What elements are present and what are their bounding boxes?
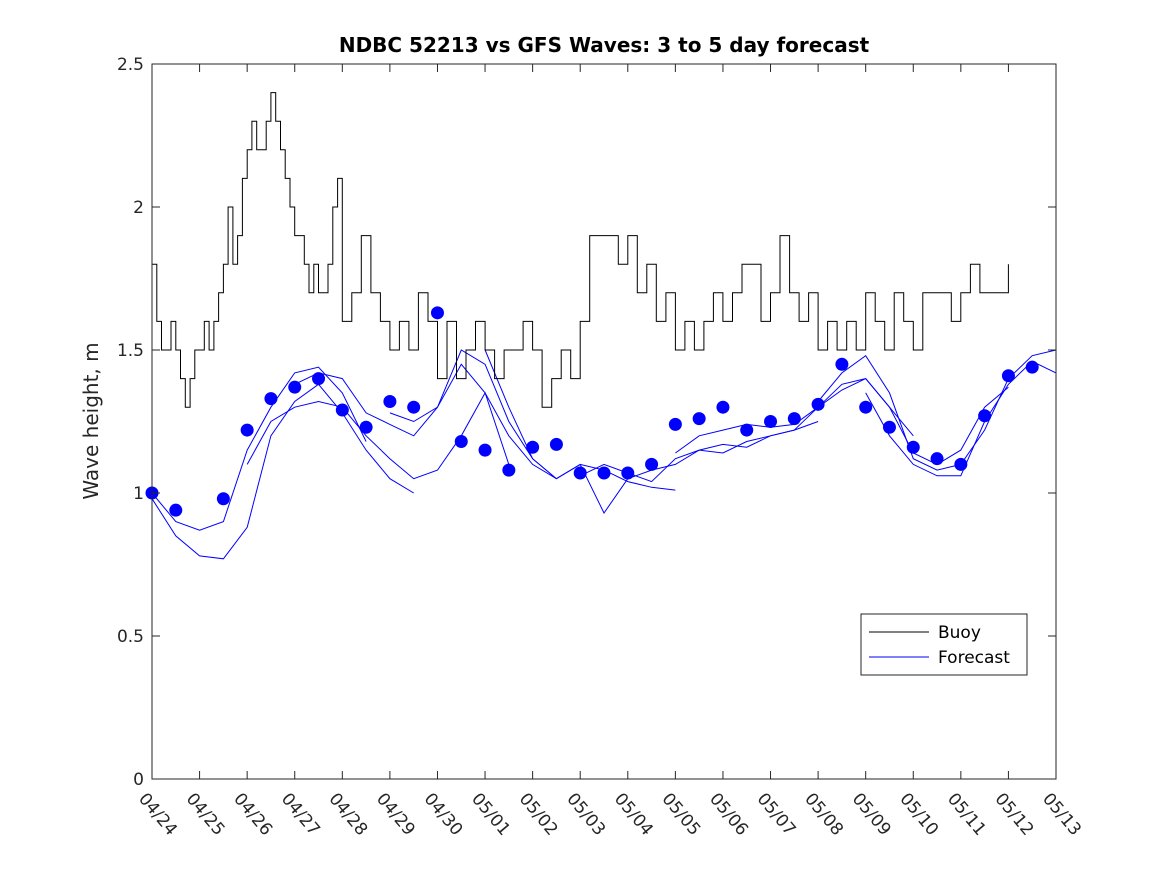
forecast-point <box>549 437 563 451</box>
x-tick-label: 05/05 <box>658 789 705 839</box>
forecast-point <box>811 397 825 411</box>
x-tick-label: 05/04 <box>610 789 657 839</box>
forecast-point <box>597 466 611 480</box>
forecast-run-line <box>151 383 414 560</box>
forecast-point <box>502 463 516 477</box>
legend-buoy-label: Buoy <box>938 623 981 643</box>
forecast-point <box>454 435 468 449</box>
forecast-run-line <box>484 349 819 514</box>
buoy-line <box>152 92 1009 408</box>
legend: Buoy Forecast <box>860 613 1028 676</box>
y-tick-label: 0 <box>133 770 144 790</box>
forecast-point <box>359 420 373 434</box>
x-tick-label: 05/13 <box>1038 789 1085 839</box>
forecast-point <box>573 466 587 480</box>
forecast-point <box>169 503 183 517</box>
forecast-point <box>740 423 754 437</box>
forecast-point <box>692 412 706 426</box>
forecast-run-line <box>294 349 557 480</box>
forecast-run-line <box>817 349 1057 471</box>
y-tick-label: 2.5 <box>117 55 144 75</box>
forecast-run-line <box>675 377 1009 465</box>
x-tick-label: 05/06 <box>705 789 752 839</box>
plot-frame <box>151 63 1057 780</box>
forecast-point <box>621 466 635 480</box>
forecast-point <box>478 443 492 457</box>
x-tick-label: 05/12 <box>991 789 1038 839</box>
y-tick-label: 0.5 <box>117 627 144 647</box>
y-tick-label: 2 <box>133 198 144 218</box>
forecast-point <box>716 400 730 414</box>
x-tick-label: 05/11 <box>943 789 990 839</box>
forecast-point <box>312 372 326 386</box>
y-tick-label: 1 <box>133 484 144 504</box>
forecast-point <box>787 412 801 426</box>
x-tick-label: 04/24 <box>134 789 181 839</box>
y-tick-label: 1.5 <box>117 341 144 361</box>
forecast-point <box>335 403 349 417</box>
forecast-point <box>930 452 944 466</box>
forecast-point <box>240 423 254 437</box>
forecast-point <box>1025 360 1039 374</box>
axis-ticks: 00.511.522.504/24 04/25 04/26 04/27 04/28 04/… <box>117 55 1085 840</box>
x-tick-label: 04/27 <box>277 789 324 839</box>
x-tick-label: 04/28 <box>324 789 371 839</box>
x-tick-label: 05/09 <box>848 789 895 839</box>
forecast-point <box>430 306 444 320</box>
forecast-point <box>882 420 896 434</box>
forecast-point <box>978 409 992 423</box>
plot-area <box>145 92 1057 560</box>
y-axis-label: Wave height, m <box>79 342 103 499</box>
forecast-point <box>383 394 397 408</box>
x-tick-label: 04/30 <box>420 789 467 839</box>
forecast-run-line <box>246 391 510 480</box>
x-tick-label: 05/08 <box>800 789 847 839</box>
x-tick-label: 05/07 <box>753 789 800 839</box>
forecast-point <box>526 440 540 454</box>
forecast-point <box>835 357 849 371</box>
x-tick-label: 05/01 <box>467 789 514 839</box>
x-tick-label: 04/25 <box>182 789 229 839</box>
x-tick-label: 05/10 <box>895 789 942 839</box>
forecast-point <box>264 392 278 406</box>
forecast-point <box>668 417 682 431</box>
x-tick-label: 04/26 <box>229 789 276 839</box>
forecast-point <box>764 415 778 428</box>
forecast-point <box>645 457 659 471</box>
x-tick-label: 04/29 <box>372 789 419 839</box>
forecast-point <box>954 457 968 471</box>
forecast-run-line <box>151 366 367 531</box>
forecast-point <box>216 492 230 506</box>
forecast-point <box>288 380 302 394</box>
legend-box <box>860 613 1028 676</box>
chart-title: NDBC 52213 vs GFS Waves: 3 to 5 day fore… <box>339 33 870 57</box>
forecast-run-line <box>389 363 676 491</box>
forecast-run-line <box>865 360 1057 477</box>
forecast-point <box>1001 369 1015 383</box>
x-tick-label: 05/02 <box>515 789 562 839</box>
forecast-run-line <box>579 378 914 483</box>
x-tick-label: 05/03 <box>562 789 609 839</box>
forecast-point <box>407 400 421 414</box>
legend-forecast-label: Forecast <box>938 648 1010 668</box>
forecast-point <box>906 440 920 454</box>
forecast-point <box>859 400 873 414</box>
